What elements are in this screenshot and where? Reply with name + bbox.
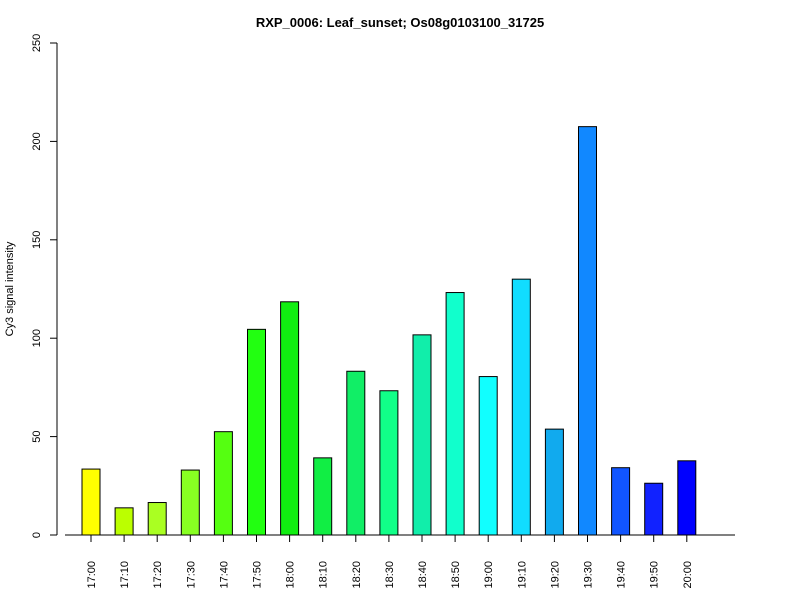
bar-1800	[280, 301, 300, 536]
bar-1850	[445, 292, 465, 536]
bar-1930	[578, 126, 597, 536]
y-tick-label: 0	[31, 532, 43, 538]
bar-1730	[180, 469, 200, 536]
bar-1910	[511, 278, 531, 536]
bar-1840	[412, 334, 432, 536]
x-tick-label: 18:10	[318, 561, 330, 589]
x-tick-label: 18:00	[285, 561, 297, 589]
bars-group	[81, 126, 697, 536]
y-tick-label: 200	[31, 132, 43, 150]
y-tick-label: 100	[31, 329, 43, 347]
x-tick-label: 19:20	[549, 561, 561, 589]
bar-1830	[379, 390, 399, 536]
x-tick-label: 19:10	[516, 561, 528, 589]
bar-1820	[346, 370, 366, 536]
x-tick-label: 17:40	[218, 561, 230, 589]
x-tick-label: 19:50	[649, 561, 661, 589]
x-tick-label: 18:30	[384, 561, 396, 589]
x-tick-label: 19:00	[483, 561, 495, 589]
bar-1750	[247, 328, 266, 536]
x-tick-label: 18:50	[450, 561, 462, 589]
x-tick-label: 17:30	[185, 561, 197, 589]
bar-1720	[147, 502, 167, 536]
x-tick-label: 20:00	[682, 561, 694, 589]
y-tick-label: 250	[31, 34, 43, 52]
y-axis-label: Cy3 signal intensity	[4, 241, 16, 336]
y-tick-label: 150	[31, 231, 43, 249]
y-axis: 0 50 100 150 200 250	[31, 34, 58, 538]
y-tick-label: 50	[31, 430, 43, 442]
bar-1920	[544, 428, 564, 536]
chart-title: RXP_0006: Leaf_sunset; Os08g0103100_3172…	[256, 15, 544, 30]
x-tick-label: 17:10	[119, 561, 131, 589]
x-tick-label: 17:50	[252, 561, 264, 589]
x-tick-label: 17:00	[86, 561, 98, 589]
bar-1700	[81, 468, 101, 536]
x-tick-label: 19:40	[616, 561, 628, 589]
bar-2000	[677, 460, 697, 536]
bar-1940	[611, 467, 631, 536]
bar-1710	[114, 507, 134, 536]
x-tick-label: 19:30	[583, 561, 595, 589]
bar-1900	[478, 376, 498, 536]
x-tick-label: 17:20	[152, 561, 164, 589]
x-axis: 17:00 17:10 17:20 17:30 17:40 17:50 18:00 18:10…	[65, 534, 735, 589]
bar-1950	[644, 482, 664, 536]
x-tick-label: 18:40	[417, 561, 429, 589]
bar-1810	[313, 457, 333, 536]
x-tick-label: 18:20	[351, 561, 363, 589]
bar-1740	[213, 431, 233, 536]
